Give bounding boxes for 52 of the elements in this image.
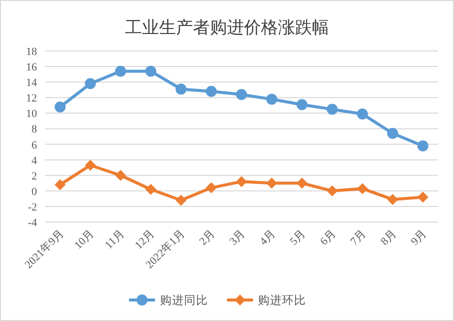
x-tick-label: 11月 [102, 228, 127, 252]
chart-title: 工业生产者购进价格涨跌幅 [125, 18, 329, 37]
point [326, 185, 338, 196]
point [296, 99, 308, 110]
point [417, 140, 428, 152]
y-tick-label: 8 [32, 124, 38, 136]
y-tick-label: 14 [26, 77, 38, 90]
point [266, 94, 278, 105]
point [296, 178, 308, 189]
point [387, 128, 398, 139]
point [326, 104, 338, 115]
legend-label: 购进环比 [258, 294, 306, 307]
x-tick-label: 2月 [197, 228, 218, 248]
y-tick-label: -4 [28, 217, 38, 229]
point [84, 160, 96, 171]
point [266, 178, 278, 189]
point [236, 89, 247, 100]
x-tick-label: 3月 [227, 228, 248, 248]
x-tick-label: 5月 [288, 228, 308, 248]
x-tick-label: 8月 [378, 228, 399, 248]
point [206, 182, 217, 194]
x-tick-label: 9月 [408, 228, 430, 248]
y-tick-label: 6 [32, 139, 38, 152]
point [84, 78, 96, 90]
point [356, 183, 368, 194]
y-tick-label: 2 [32, 170, 37, 182]
y-tick-label: 16 [26, 62, 38, 74]
x-tick-label: 6月 [318, 228, 338, 248]
point [54, 101, 66, 112]
x-tick-label: 12月 [132, 228, 157, 252]
x-tick-label: 4月 [258, 228, 278, 248]
y-tick-label: 18 [26, 46, 38, 58]
point [115, 170, 126, 181]
point [115, 66, 126, 77]
y-tick-label: 10 [26, 108, 38, 120]
point [356, 108, 368, 120]
point [176, 84, 187, 95]
y-tick-label: 4 [32, 154, 38, 167]
legend-label: 购进同比 [160, 294, 208, 307]
point [145, 66, 156, 77]
point [145, 184, 156, 195]
point [417, 192, 428, 203]
point [236, 176, 247, 188]
point [176, 194, 187, 206]
point [206, 86, 217, 97]
y-tick-label: 0 [32, 186, 38, 198]
point [54, 179, 66, 190]
x-tick-label: 7月 [348, 228, 369, 248]
x-tick-label: 10月 [72, 228, 96, 252]
point [387, 194, 398, 205]
y-tick-label: 12 [26, 92, 37, 105]
y-tick-label: -2 [28, 201, 37, 214]
